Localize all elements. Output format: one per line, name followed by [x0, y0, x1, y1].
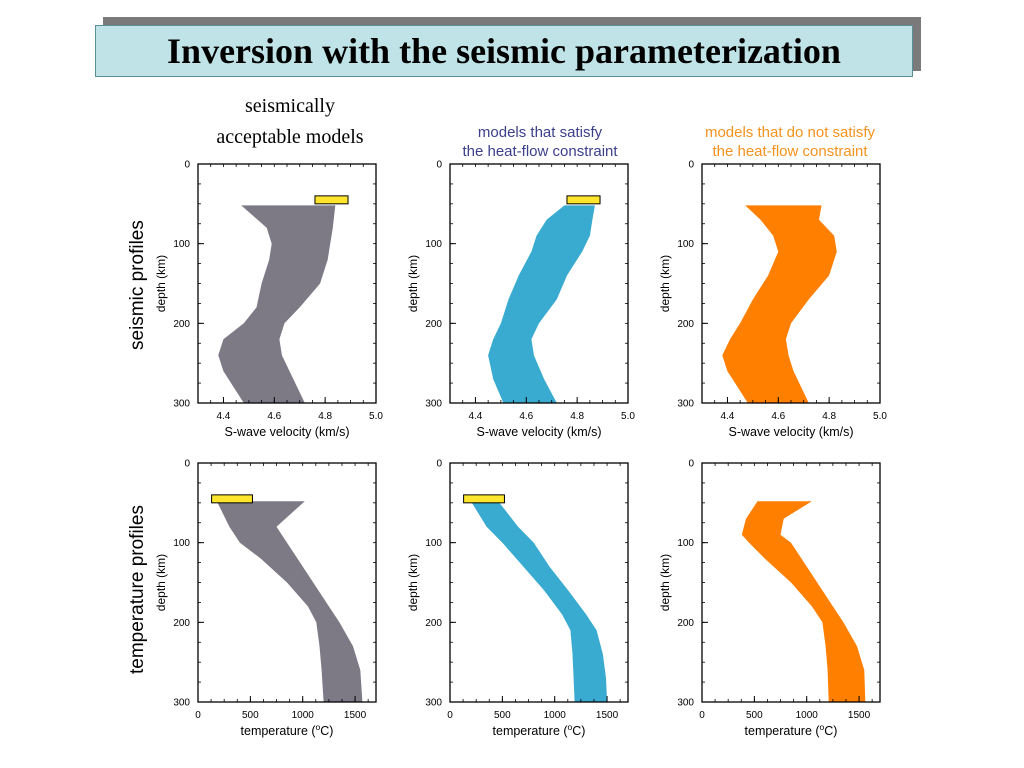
- x-axis-label: temperature (oC): [493, 722, 586, 738]
- column-heading-line1: models that satisfy: [477, 124, 603, 141]
- model-envelope: [470, 501, 608, 702]
- x-tick-label: 1000: [544, 710, 567, 721]
- y-tick-label: 300: [173, 399, 190, 410]
- constraint-marker-box: [463, 494, 505, 504]
- y-tick-label: 200: [425, 319, 442, 330]
- x-axis-label: S-wave velocity (km/s): [728, 425, 853, 439]
- x-tick-label: 1000: [292, 710, 315, 721]
- profile-chart-temperature-1: 0 500 1000 1500 0 100 200 300 temperature (oC) de…: [406, 459, 629, 738]
- x-tick-label: 1000: [796, 710, 819, 721]
- model-envelope: [488, 205, 595, 403]
- x-tick-label: 4.4: [216, 411, 230, 422]
- column-heading-line1: seismically: [245, 95, 335, 117]
- y-tick-label: 200: [677, 618, 694, 629]
- column-heading-line2: acceptable models: [216, 126, 364, 148]
- y-axis-label: depth (km): [406, 255, 420, 312]
- x-axis-label-unit: C): [320, 724, 333, 738]
- y-tick-label: 300: [677, 698, 694, 709]
- y-tick-label: 100: [173, 239, 190, 250]
- x-tick-label: 5.0: [621, 411, 635, 422]
- y-tick-label: 300: [677, 399, 694, 410]
- column-heading-not-satisfy: models that do not satisfy the heat-flow…: [680, 123, 900, 161]
- x-tick-label: 4.8: [570, 411, 584, 422]
- y-tick-label: 100: [425, 538, 442, 549]
- y-tick-label: 300: [425, 399, 442, 410]
- x-axis-label-unit: C): [824, 724, 837, 738]
- x-tick-label: 0: [195, 710, 201, 721]
- y-axis-label: depth (km): [658, 554, 672, 611]
- x-axis-label-main: temperature (: [241, 724, 317, 738]
- y-tick-label: 0: [688, 459, 694, 470]
- x-axis-label-unit: C): [572, 724, 585, 738]
- x-tick-label: 0: [699, 710, 705, 721]
- y-tick-label: 0: [436, 459, 442, 470]
- profile-chart-temperature-0: 0 500 1000 1500 0 100 200 300 temperature (oC) de…: [154, 459, 377, 738]
- x-axis-label: temperature (oC): [241, 722, 334, 738]
- profile-chart-temperature-2: 0 500 1000 1500 0 100 200 300 temperature (oC) de…: [658, 459, 881, 738]
- x-axis-label-superscript: o: [820, 722, 825, 732]
- x-tick-label: 500: [494, 710, 511, 721]
- x-tick-label: 5.0: [369, 411, 383, 422]
- y-tick-label: 200: [173, 618, 190, 629]
- profile-chart-seismic-1: 4.4 4.6 4.8 5.0 0 100 200 300 S-wave velocity (k…: [406, 160, 635, 440]
- constraint-marker-box: [211, 494, 253, 504]
- y-tick-label: 200: [425, 618, 442, 629]
- y-axis-label: depth (km): [658, 255, 672, 312]
- y-tick-label: 200: [677, 319, 694, 330]
- y-axis-label: depth (km): [154, 554, 168, 611]
- y-tick-label: 200: [173, 319, 190, 330]
- column-heading-satisfy: models that satisfy the heat-flow constr…: [430, 123, 650, 161]
- y-tick-label: 300: [173, 698, 190, 709]
- constraint-marker-box: [566, 195, 601, 205]
- column-heading-line1: models that do not satisfy: [704, 124, 876, 141]
- x-tick-label: 4.8: [318, 411, 332, 422]
- x-axis-label-main: temperature (: [745, 724, 821, 738]
- x-axis-label: S-wave velocity (km/s): [224, 425, 349, 439]
- y-tick-label: 100: [677, 538, 694, 549]
- x-tick-label: 500: [242, 710, 259, 721]
- y-tick-label: 0: [184, 459, 190, 470]
- x-axis-label-main: temperature (: [493, 724, 569, 738]
- y-tick-label: 300: [425, 698, 442, 709]
- page-title: Inversion with the seismic parameterizat…: [167, 31, 841, 71]
- model-envelope: [722, 205, 837, 403]
- x-tick-label: 4.8: [822, 411, 836, 422]
- x-tick-label: 1500: [848, 710, 871, 721]
- profile-chart-seismic-0: 4.4 4.6 4.8 5.0 0 100 200 300 S-wave velocity (k…: [154, 160, 383, 440]
- x-tick-label: 1500: [344, 710, 367, 721]
- title-box: Inversion with the seismic parameterizat…: [95, 25, 913, 77]
- x-tick-label: 1500: [596, 710, 619, 721]
- x-tick-label: 500: [746, 710, 763, 721]
- x-tick-label: 0: [447, 710, 453, 721]
- constraint-marker-box: [314, 195, 349, 205]
- y-tick-label: 0: [436, 160, 442, 171]
- x-tick-label: 4.4: [720, 411, 734, 422]
- column-heading-line2: the heat-flow constraint: [712, 143, 868, 160]
- column-heading-acceptable: seismically acceptable models: [190, 91, 390, 153]
- y-tick-label: 100: [677, 239, 694, 250]
- x-tick-label: 5.0: [873, 411, 887, 422]
- y-axis-label: depth (km): [154, 255, 168, 312]
- x-tick-label: 4.6: [519, 411, 533, 422]
- x-tick-label: 4.6: [771, 411, 785, 422]
- profile-chart-seismic-2: 4.4 4.6 4.8 5.0 0 100 200 300 S-wave velocity (k…: [658, 160, 887, 440]
- y-tick-label: 100: [425, 239, 442, 250]
- model-envelope: [216, 501, 363, 702]
- x-axis-label-superscript: o: [316, 722, 321, 732]
- x-axis-label-superscript: o: [568, 722, 573, 732]
- model-envelope: [741, 501, 866, 702]
- y-tick-label: 0: [184, 160, 190, 171]
- x-axis-label: temperature (oC): [745, 722, 838, 738]
- y-axis-label: depth (km): [406, 554, 420, 611]
- x-tick-label: 4.4: [468, 411, 482, 422]
- x-tick-label: 4.6: [267, 411, 281, 422]
- model-envelope: [218, 205, 336, 403]
- y-tick-label: 100: [173, 538, 190, 549]
- y-tick-label: 0: [688, 160, 694, 171]
- x-axis-label: S-wave velocity (km/s): [476, 425, 601, 439]
- column-heading-line2: the heat-flow constraint: [462, 143, 618, 160]
